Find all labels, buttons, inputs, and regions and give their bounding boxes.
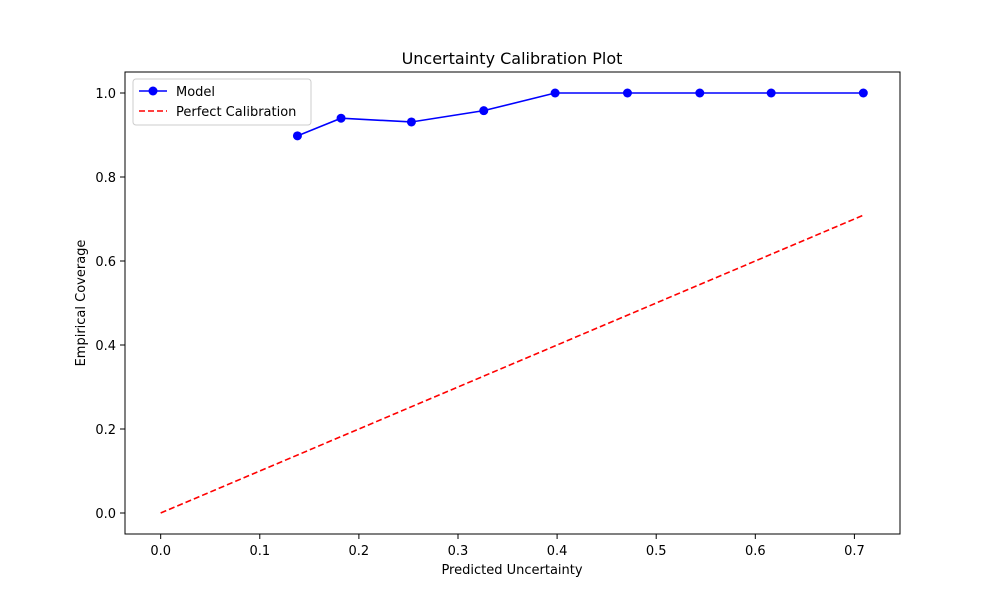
model-data-point (622, 88, 632, 98)
legend-entry: Model (176, 85, 215, 100)
legend-marker (148, 86, 158, 96)
x-tick-label: 0.0 (150, 544, 171, 559)
model-data-point (292, 131, 302, 141)
y-axis-label: Empirical Coverage (74, 240, 89, 367)
x-tick-label: 0.2 (349, 544, 370, 559)
y-tick-label: 0.0 (95, 507, 116, 522)
x-tick-label: 0.3 (448, 544, 469, 559)
model-data-point (858, 88, 868, 98)
x-tick-label: 0.1 (249, 544, 270, 559)
model-data-point (766, 88, 776, 98)
plot-area (160, 88, 868, 514)
legend-entry: Perfect Calibration (176, 105, 296, 120)
x-tick-label: 0.7 (844, 544, 865, 559)
y-tick-label: 1.0 (95, 87, 116, 102)
axes-frame (124, 71, 901, 535)
y-tick-label: 0.6 (95, 255, 116, 270)
y-tick-label: 0.2 (95, 423, 116, 438)
x-tick-label: 0.4 (547, 544, 568, 559)
model-data-point (406, 117, 416, 127)
x-tick-label: 0.5 (646, 544, 667, 559)
y-tick-label: 0.4 (95, 339, 116, 354)
y-tick-label: 0.8 (95, 171, 116, 186)
series-line-perfect-calibration (160, 214, 864, 514)
model-data-point (479, 106, 489, 116)
y-axis-ticks: 0.0 0.2 0.4 0.6 0.8 1.0 (95, 87, 125, 522)
x-axis-label: Predicted Uncertainty (441, 563, 582, 578)
series-line-model (297, 92, 864, 137)
chart-title: Uncertainty Calibration Plot (402, 49, 623, 68)
legend-box (132, 78, 312, 126)
model-data-point (336, 113, 346, 123)
x-axis-ticks: 0.0 0.1 0.2 0.3 0.4 0.5 0.6 0.7 (150, 534, 865, 559)
x-tick-label: 0.6 (745, 544, 766, 559)
model-data-point (695, 88, 705, 98)
legend: Model Perfect Calibration (132, 78, 312, 126)
model-data-point (550, 88, 560, 98)
